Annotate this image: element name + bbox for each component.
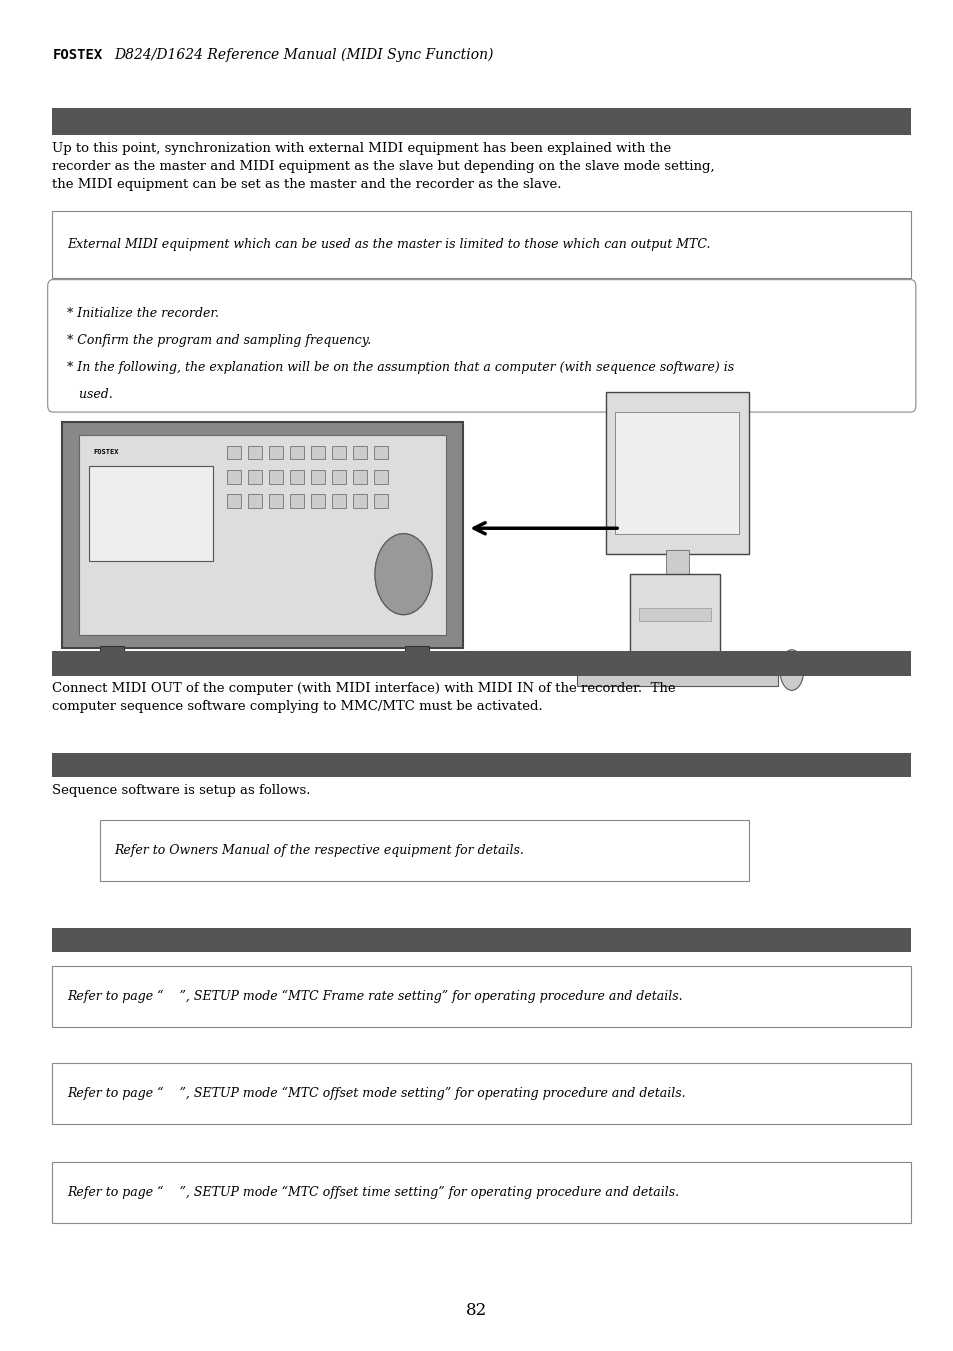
Bar	[248, 470, 262, 484]
Bar	[100, 820, 748, 881]
Bar	[290, 470, 304, 484]
Text: Up to this point, synchronization with external MIDI equipment has been explaine: Up to this point, synchronization with e…	[52, 142, 715, 190]
Bar	[605, 392, 748, 554]
Bar	[629, 574, 720, 655]
Bar	[311, 446, 325, 459]
Bar	[52, 651, 910, 676]
Bar	[52, 1162, 910, 1223]
Bar	[290, 494, 304, 508]
Text: * In the following, the explanation will be on the assumption that a computer (w: * In the following, the explanation will…	[67, 361, 733, 374]
Bar	[227, 470, 241, 484]
Text: * Confirm the program and sampling frequency.: * Confirm the program and sampling frequ…	[67, 334, 371, 347]
Bar	[374, 446, 388, 459]
Bar	[100, 646, 124, 665]
Text: 82: 82	[466, 1302, 487, 1319]
Ellipse shape	[780, 650, 802, 690]
Bar	[52, 108, 910, 135]
Bar	[62, 422, 462, 648]
Bar	[639, 608, 710, 621]
Text: Refer to Owners Manual of the respective equipment for details.: Refer to Owners Manual of the respective…	[114, 844, 524, 857]
Bar	[79, 435, 445, 635]
Bar	[374, 470, 388, 484]
Text: * Initialize the recorder.: * Initialize the recorder.	[67, 307, 218, 320]
Bar	[52, 1063, 910, 1124]
Bar	[227, 494, 241, 508]
Bar	[227, 446, 241, 459]
Text: External MIDI equipment which can be used as the master is limited to those whic: External MIDI equipment which can be use…	[67, 238, 710, 251]
Bar	[269, 494, 283, 508]
Bar	[353, 470, 367, 484]
Bar	[353, 494, 367, 508]
Bar	[311, 470, 325, 484]
Bar	[665, 550, 688, 574]
Bar	[311, 494, 325, 508]
Text: Refer to page “    ”, SETUP mode “MTC offset time setting” for operating procedu: Refer to page “ ”, SETUP mode “MTC offse…	[67, 1186, 679, 1198]
Bar	[374, 494, 388, 508]
Bar	[353, 446, 367, 459]
Text: used.: used.	[67, 388, 112, 401]
Bar	[52, 966, 910, 1027]
Bar	[332, 470, 346, 484]
Bar	[248, 446, 262, 459]
Bar	[577, 653, 777, 686]
Text: FOSTEX: FOSTEX	[93, 449, 119, 454]
Text: FOSTEX: FOSTEX	[52, 49, 103, 62]
FancyBboxPatch shape	[48, 280, 915, 412]
Text: D824/D1624 Reference Manual (MIDI Sync Function): D824/D1624 Reference Manual (MIDI Sync F…	[114, 47, 494, 62]
Bar	[52, 928, 910, 952]
Text: Refer to page “    ”, SETUP mode “MTC offset mode setting” for operating procedu: Refer to page “ ”, SETUP mode “MTC offse…	[67, 1088, 684, 1100]
Bar	[290, 446, 304, 459]
Circle shape	[375, 534, 432, 615]
Bar	[52, 211, 910, 278]
Bar	[332, 446, 346, 459]
Bar	[89, 466, 213, 561]
Text: Refer to page “    ”, SETUP mode “MTC Frame rate setting” for operating procedur: Refer to page “ ”, SETUP mode “MTC Frame…	[67, 990, 681, 1002]
Bar	[615, 412, 739, 534]
Bar	[248, 494, 262, 508]
Text: Connect MIDI OUT of the computer (with MIDI interface) with MIDI IN of the recor: Connect MIDI OUT of the computer (with M…	[52, 682, 676, 713]
Text: Sequence software is setup as follows.: Sequence software is setup as follows.	[52, 784, 311, 797]
Bar	[405, 646, 429, 665]
Bar	[52, 753, 910, 777]
Bar	[332, 494, 346, 508]
Bar	[269, 470, 283, 484]
Bar	[269, 446, 283, 459]
